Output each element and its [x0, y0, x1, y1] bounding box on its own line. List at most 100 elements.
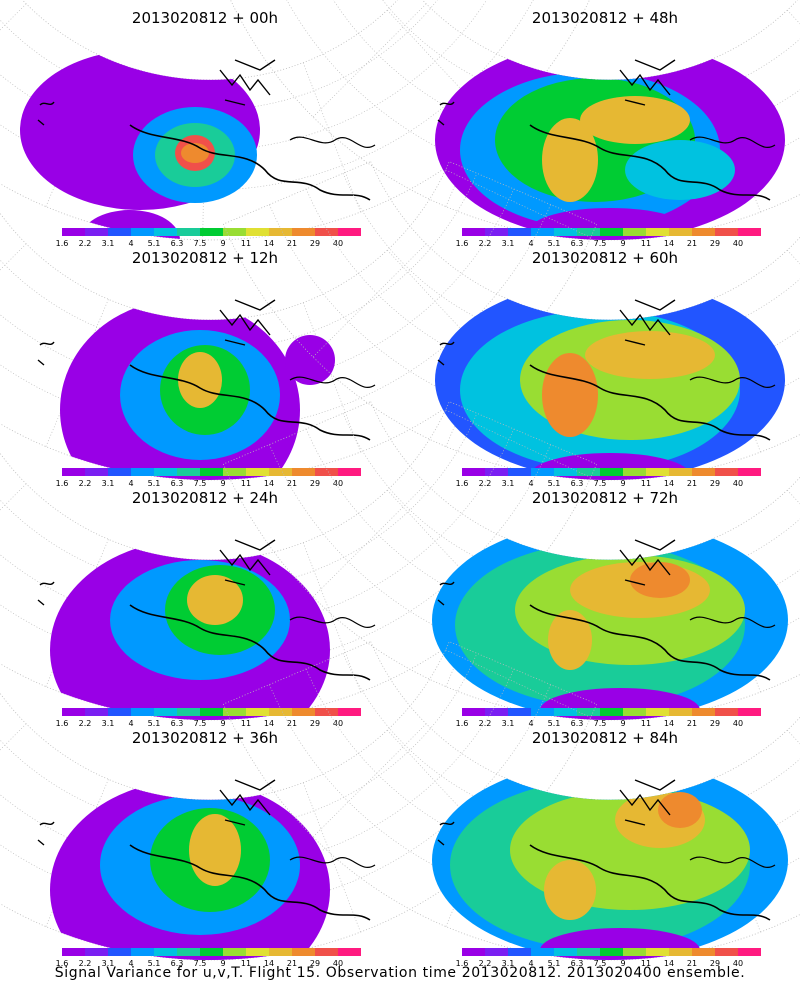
- colorbar-swatch: [577, 708, 600, 716]
- colorbar-swatch: [462, 468, 485, 476]
- colorbar-swatch: [315, 468, 338, 476]
- coastline-west: [437, 821, 455, 846]
- contour-blob: [544, 860, 596, 920]
- meridian-line: [312, 723, 427, 838]
- polar-map: [0, 161, 598, 481]
- colorbar-swatch: [315, 228, 338, 236]
- colorbar: 1.6 2.2 3.1 4 5.1 6.3 7.5 9 11 14 21 29 40: [56, 948, 361, 968]
- colorbar-label: 1.6: [56, 959, 69, 968]
- colorbar-swatch: [577, 468, 600, 476]
- colorbar: 1.6 2.2 3.1 4 5.1 6.3 7.5 9 11 14 21 29 40: [456, 708, 761, 728]
- coastline: [529, 124, 771, 201]
- colorbar-label: 9: [220, 959, 225, 968]
- colorbar-label: 4: [528, 239, 533, 248]
- panel-title: 2013020812 + 48h: [532, 9, 678, 27]
- colorbar-label: 29: [310, 239, 320, 248]
- panel-title: 2013020812 + 24h: [132, 489, 278, 507]
- colorbar-swatch: [577, 948, 600, 956]
- contour-blob: [625, 140, 735, 200]
- colorbar-label: 7.5: [194, 719, 207, 728]
- map-frame: [0, 641, 598, 961]
- colorbar-swatch: [508, 468, 531, 476]
- colorbar-label: 11: [241, 719, 251, 728]
- colorbar-swatch: [715, 468, 738, 476]
- colorbar-swatch: [269, 228, 292, 236]
- colorbar-label: 1.6: [456, 959, 469, 968]
- panel-title: 2013020812 + 60h: [532, 249, 678, 267]
- map-frame: [0, 161, 598, 481]
- colorbar-swatch: [223, 948, 246, 956]
- colorbar-label: 6.3: [571, 479, 584, 488]
- coastline-east: [689, 856, 776, 868]
- colorbar-label: 11: [241, 959, 251, 968]
- contour-blob: [187, 575, 243, 625]
- colorbar-label: 3.1: [102, 479, 115, 488]
- colorbar-swatch: [508, 948, 531, 956]
- variance-field: [50, 780, 330, 960]
- coastline-west: [437, 101, 455, 126]
- colorbar-swatch: [62, 228, 85, 236]
- contour-blob: [80, 210, 180, 240]
- meridian-line: [787, 9, 800, 25]
- colorbar-label: 11: [641, 239, 651, 248]
- coastline: [129, 124, 371, 201]
- contour-blob: [548, 610, 592, 670]
- colorbar-swatch: [292, 708, 315, 716]
- arctic-islands: [219, 779, 276, 826]
- colorbar-label: 6.3: [571, 719, 584, 728]
- meridian-line: [787, 249, 800, 265]
- colorbar-label: 9: [620, 239, 625, 248]
- colorbar-swatch: [200, 948, 223, 956]
- colorbar-swatch: [200, 708, 223, 716]
- meridian-line: [0, 243, 27, 271]
- colorbar-swatch: [223, 228, 246, 236]
- meridian-line: [0, 723, 27, 751]
- panel-title: 2013020812 + 12h: [132, 249, 278, 267]
- figure-caption: Signal Variance for u,v,T. Flight 15. Ob…: [54, 965, 746, 981]
- colorbar-label: 2.2: [79, 719, 92, 728]
- colorbar-label: 6.3: [171, 239, 184, 248]
- colorbar-swatch: [600, 708, 623, 716]
- polar-map: [0, 0, 590, 241]
- colorbar-label: 11: [241, 239, 251, 248]
- colorbar-label: 5.1: [148, 719, 161, 728]
- colorbar-label: 2.2: [79, 479, 92, 488]
- colorbar-swatch: [692, 708, 715, 716]
- colorbar-swatch: [246, 228, 269, 236]
- colorbar-swatch: [715, 708, 738, 716]
- colorbar-swatch: [85, 948, 108, 956]
- colorbar-label: 14: [664, 239, 674, 248]
- colorbar-swatch: [715, 948, 738, 956]
- colorbar-swatch: [531, 708, 554, 716]
- colorbar-label: 14: [264, 239, 274, 248]
- forecast-panel: 2013020812 + 00h 1.6 2.2 3.1 4 5.1 6.3 7.5 9 11 14…: [0, 0, 590, 248]
- forecast-panel: 2013020812 + 24h 1.6 2.2 3.1 4 5.1 6.3 7.5 9 11 14…: [0, 401, 598, 728]
- colorbar-swatch: [269, 468, 292, 476]
- contour-blob: [658, 792, 702, 828]
- colorbar-swatch: [85, 468, 108, 476]
- colorbar-swatch: [108, 948, 131, 956]
- coastline: [529, 364, 771, 441]
- colorbar-label: 21: [287, 719, 297, 728]
- colorbar-label: 9: [620, 959, 625, 968]
- colorbar-swatch: [292, 228, 315, 236]
- contour-blob: [542, 118, 598, 202]
- colorbar-label: 21: [287, 479, 297, 488]
- colorbar-swatch: [131, 228, 154, 236]
- colorbar-swatch: [669, 228, 692, 236]
- colorbar-swatch: [623, 708, 646, 716]
- colorbar-swatch: [177, 948, 200, 956]
- colorbar-label: 5.1: [548, 479, 561, 488]
- colorbar-label: 5.1: [548, 239, 561, 248]
- colorbar-swatch: [154, 468, 177, 476]
- map-frame: [222, 161, 800, 481]
- colorbar-swatch: [646, 468, 669, 476]
- colorbar-swatch: [554, 708, 577, 716]
- colorbar-swatch: [623, 228, 646, 236]
- colorbar-label: 7.5: [194, 239, 207, 248]
- colorbar-swatch: [200, 228, 223, 236]
- coastline-east: [689, 136, 776, 148]
- map-frame: [222, 401, 800, 721]
- colorbar-swatch: [85, 708, 108, 716]
